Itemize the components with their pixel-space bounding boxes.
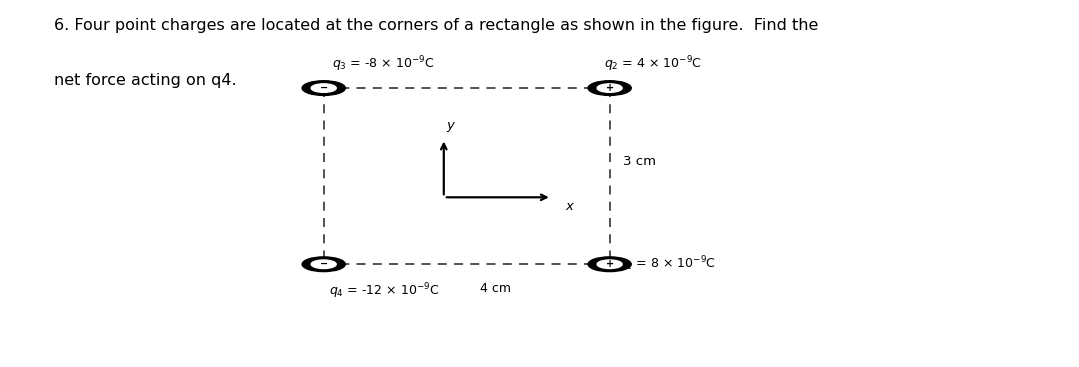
Circle shape: [597, 84, 623, 92]
Circle shape: [311, 260, 337, 269]
Circle shape: [588, 257, 631, 272]
Text: −: −: [319, 259, 328, 269]
Circle shape: [311, 84, 337, 92]
Text: 4 cm: 4 cm: [480, 282, 511, 295]
Circle shape: [302, 81, 345, 95]
Text: +: +: [605, 259, 614, 269]
Text: $q_3$ = -8 × 10$^{-9}$C: $q_3$ = -8 × 10$^{-9}$C: [332, 55, 435, 74]
Text: 3 cm: 3 cm: [623, 155, 656, 168]
Text: 6. Four point charges are located at the corners of a rectangle as shown in the : 6. Four point charges are located at the…: [54, 18, 818, 33]
Text: y: y: [447, 119, 454, 132]
Text: $q_2$ = 4 × 10$^{-9}$C: $q_2$ = 4 × 10$^{-9}$C: [604, 55, 702, 74]
Text: −: −: [319, 83, 328, 93]
Circle shape: [597, 260, 623, 269]
Circle shape: [588, 81, 631, 95]
Text: net force acting on q4.: net force acting on q4.: [54, 73, 236, 88]
Text: +: +: [605, 83, 614, 93]
Circle shape: [302, 257, 345, 272]
Text: x: x: [565, 200, 573, 213]
Text: $q_1$ = 8 × 10$^{-9}$C: $q_1$ = 8 × 10$^{-9}$C: [618, 254, 716, 274]
Text: $q_4$ = -12 × 10$^{-9}$C: $q_4$ = -12 × 10$^{-9}$C: [329, 282, 439, 301]
